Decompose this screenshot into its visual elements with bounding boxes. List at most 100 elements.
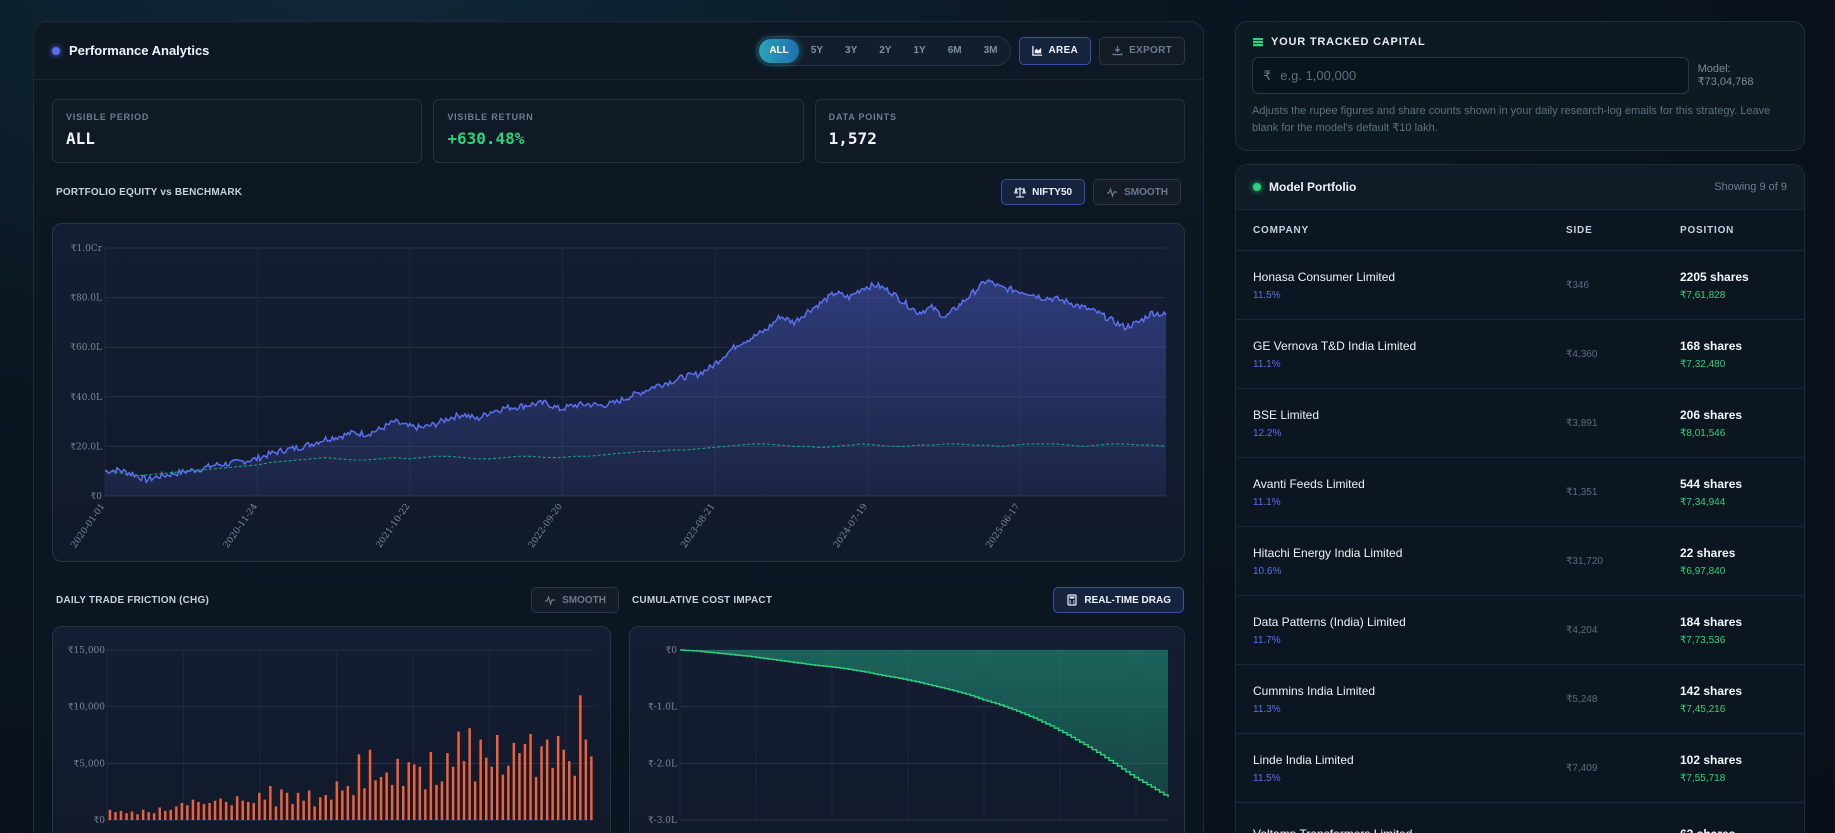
export-button[interactable]: EXPORT — [1099, 36, 1185, 65]
friction-bar — [413, 764, 416, 820]
friction-bar — [258, 792, 261, 820]
friction-bar — [341, 790, 344, 820]
friction-bar — [269, 786, 272, 820]
capital-input[interactable] — [1280, 68, 1678, 83]
position-cell: 206 shares ₹8,01,546 — [1680, 408, 1742, 439]
position-value: ₹7,45,216 — [1680, 703, 1726, 715]
position-shares: 63 shares — [1680, 827, 1735, 833]
range-1y-button[interactable]: 1Y — [913, 44, 926, 56]
friction-bar — [396, 758, 399, 820]
side-price: ₹3,891 — [1566, 417, 1598, 429]
wave-icon — [545, 595, 556, 606]
friction-section-title: DAILY TRADE FRICTION (CHG) — [56, 594, 209, 606]
benchmark-toggle-button[interactable]: NIFTY50 — [1001, 179, 1086, 205]
column-side[interactable]: SIDE — [1566, 224, 1593, 236]
position-cell: 184 shares ₹7,73,536 — [1680, 615, 1742, 646]
position-shares: 544 shares — [1680, 476, 1743, 491]
friction-bar — [147, 812, 150, 820]
friction-bar — [280, 789, 283, 820]
status-dot — [52, 46, 60, 55]
stat-card-datapoints: DATA POINTS 1,572 — [814, 99, 1185, 163]
position-value: ₹7,61,828 — [1680, 289, 1726, 301]
realtime-drag-label: REAL-TIME DRAG — [1084, 594, 1171, 606]
table-row[interactable]: BSE Limited 12.2% ₹3,891 206 shares ₹8,01,54… — [1236, 389, 1804, 458]
table-row[interactable]: Voltamp Transformers Limited 63 shares — [1236, 803, 1804, 833]
column-position[interactable]: POSITION — [1680, 224, 1735, 236]
friction-bar — [169, 809, 172, 820]
position-value: ₹8,01,546 — [1680, 427, 1726, 439]
company-weight: 11.5% — [1253, 772, 1281, 784]
friction-bar — [468, 728, 471, 820]
portfolio-title: Model Portfolio — [1269, 180, 1357, 194]
range-6m-button[interactable]: 6M — [947, 44, 962, 56]
friction-smooth-button[interactable]: SMOOTH — [531, 587, 619, 613]
table-row[interactable]: Avanti Feeds Limited 11.1% ₹1,351 544 share… — [1236, 458, 1804, 527]
column-company[interactable]: COMPANY — [1253, 224, 1309, 236]
friction-bar — [130, 811, 134, 820]
portfolio-rows: Honasa Consumer Limited 11.5% ₹346 2205 sha… — [1236, 251, 1804, 833]
friction-bar — [451, 766, 455, 820]
area-chart-icon — [1031, 45, 1042, 56]
company-cell: Cummins India Limited 11.3% — [1253, 684, 1566, 715]
benchmark-line — [104, 443, 1167, 477]
area-button[interactable]: AREA — [1018, 36, 1092, 65]
friction-bar — [518, 753, 521, 820]
friction-bar — [119, 810, 123, 820]
range-5y-button[interactable]: 5Y — [810, 44, 824, 56]
friction-bar — [568, 761, 571, 820]
company-weight: 11.3% — [1253, 703, 1281, 715]
friction-bar — [457, 731, 460, 820]
cost-area — [680, 650, 1168, 798]
friction-bar — [390, 784, 394, 820]
friction-bar — [252, 803, 255, 820]
friction-bar — [545, 739, 549, 820]
friction-bar — [496, 735, 499, 820]
table-row[interactable]: Data Patterns (India) Limited 11.7% ₹4,204… — [1236, 596, 1804, 665]
table-row[interactable]: GE Vernova T&D India Limited 11.1% ₹4,360 1… — [1236, 320, 1804, 389]
friction-bar — [164, 810, 167, 820]
friction-bar — [175, 806, 178, 820]
friction-bar — [584, 739, 588, 820]
y-tick-label: ₹0 — [91, 492, 103, 502]
company-name: Honasa Consumer Limited — [1253, 269, 1396, 284]
stat-value: ALL — [66, 129, 95, 148]
stat-value: +630.48% — [447, 129, 525, 148]
table-row[interactable]: Linde India Limited 11.5% ₹7,409 102 shares… — [1236, 734, 1804, 803]
friction-bar — [462, 761, 466, 820]
range-all-button[interactable]: ALL — [759, 38, 799, 63]
equity-smooth-button[interactable]: SMOOTH — [1093, 179, 1181, 205]
friction-bar — [379, 776, 383, 820]
scale-icon — [1014, 187, 1027, 198]
stat-label: VISIBLE RETURN — [447, 112, 534, 122]
position-value: ₹7,55,718 — [1680, 772, 1726, 784]
equity-chip-row: NIFTY50 SMOOTH — [1001, 179, 1181, 205]
friction-bar — [114, 812, 117, 820]
cost-chart: ₹0 ₹-1.0L ₹-2.0L ₹-3.0L — [629, 626, 1185, 833]
range-2y-button[interactable]: 2Y — [879, 44, 892, 56]
company-cell: GE Vernova T&D India Limited 11.1% — [1253, 339, 1566, 370]
realtime-drag-button[interactable]: REAL-TIME DRAG — [1053, 587, 1184, 613]
friction-bar — [435, 784, 438, 820]
x-tick-label: 2023-08-21 — [680, 502, 718, 550]
friction-bar — [108, 809, 112, 820]
position-cell: 544 shares ₹7,34,944 — [1680, 477, 1742, 508]
table-row[interactable]: Cummins India Limited 11.3% ₹5,248 142 shar… — [1236, 665, 1804, 734]
range-3m-button[interactable]: 3M — [983, 44, 998, 56]
position-shares: 206 shares — [1680, 407, 1743, 422]
table-row[interactable]: Honasa Consumer Limited 11.5% ₹346 2205 sha… — [1236, 251, 1804, 320]
friction-bar — [473, 781, 477, 820]
friction-bar — [191, 799, 195, 820]
y-tick-label: ₹60.0L — [70, 343, 102, 353]
table-row[interactable]: Hitachi Energy India Limited 10.6% ₹31,720… — [1236, 527, 1804, 596]
friction-bar — [180, 803, 184, 820]
range-3y-button[interactable]: 3Y — [845, 44, 858, 56]
cost-chart-svg: ₹0 ₹-1.0L ₹-2.0L ₹-3.0L — [648, 646, 1169, 826]
friction-bar — [324, 795, 327, 820]
friction-bar — [590, 756, 593, 820]
panel-header: Performance Analytics ALL 5Y 3Y 2Y 1Y 6M… — [34, 22, 1203, 80]
friction-bar — [407, 762, 410, 820]
benchmark-label: NIFTY50 — [1032, 186, 1073, 198]
y-tick-label: ₹0 — [94, 816, 106, 826]
company-name: Linde India Limited — [1253, 752, 1354, 767]
company-name: Cummins India Limited — [1253, 683, 1376, 698]
